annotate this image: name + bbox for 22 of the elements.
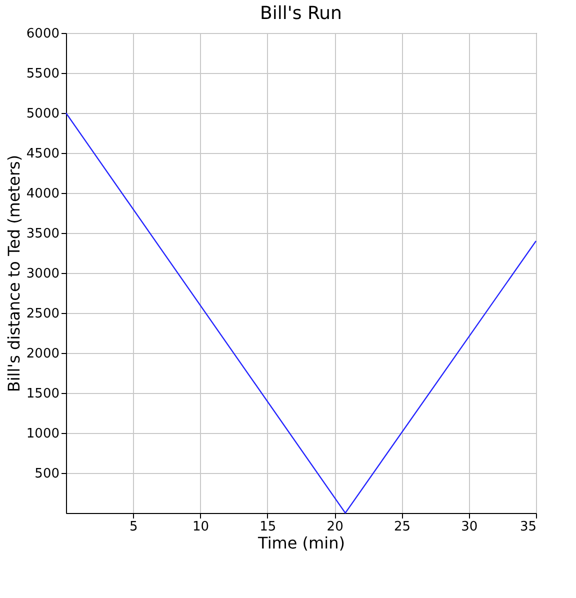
x-axis-title: Time (min) — [257, 534, 345, 552]
y-tick-label: 2000 — [26, 346, 60, 362]
y-tick-label: 3500 — [26, 226, 60, 242]
x-tick-label: 25 — [394, 520, 410, 534]
x-tick-label: 5 — [130, 520, 138, 534]
x-tick-label: 20 — [326, 520, 344, 534]
x-tick-label: 15 — [260, 520, 276, 534]
y-axis-title: Bill's distance to Ted (meters) — [4, 154, 24, 392]
x-tick-label: 35 — [520, 520, 536, 534]
chart-title: Bill's Run — [260, 3, 342, 24]
y-tick-label: 3000 — [26, 266, 60, 282]
y-tick-label: 2500 — [26, 306, 60, 322]
y-tick-label: 5500 — [26, 66, 60, 82]
y-tick-label: 6000 — [26, 26, 60, 42]
y-tick-label: 1000 — [26, 426, 60, 442]
x-tick-label: 10 — [192, 520, 210, 534]
y-tick-label: 4000 — [26, 186, 60, 202]
y-tick-label: 500 — [34, 466, 60, 482]
y-tick-label: 5000 — [26, 106, 60, 122]
y-tick-label: 1500 — [26, 386, 60, 402]
x-tick-label: 30 — [461, 520, 478, 534]
y-tick-label: 4500 — [26, 146, 60, 162]
